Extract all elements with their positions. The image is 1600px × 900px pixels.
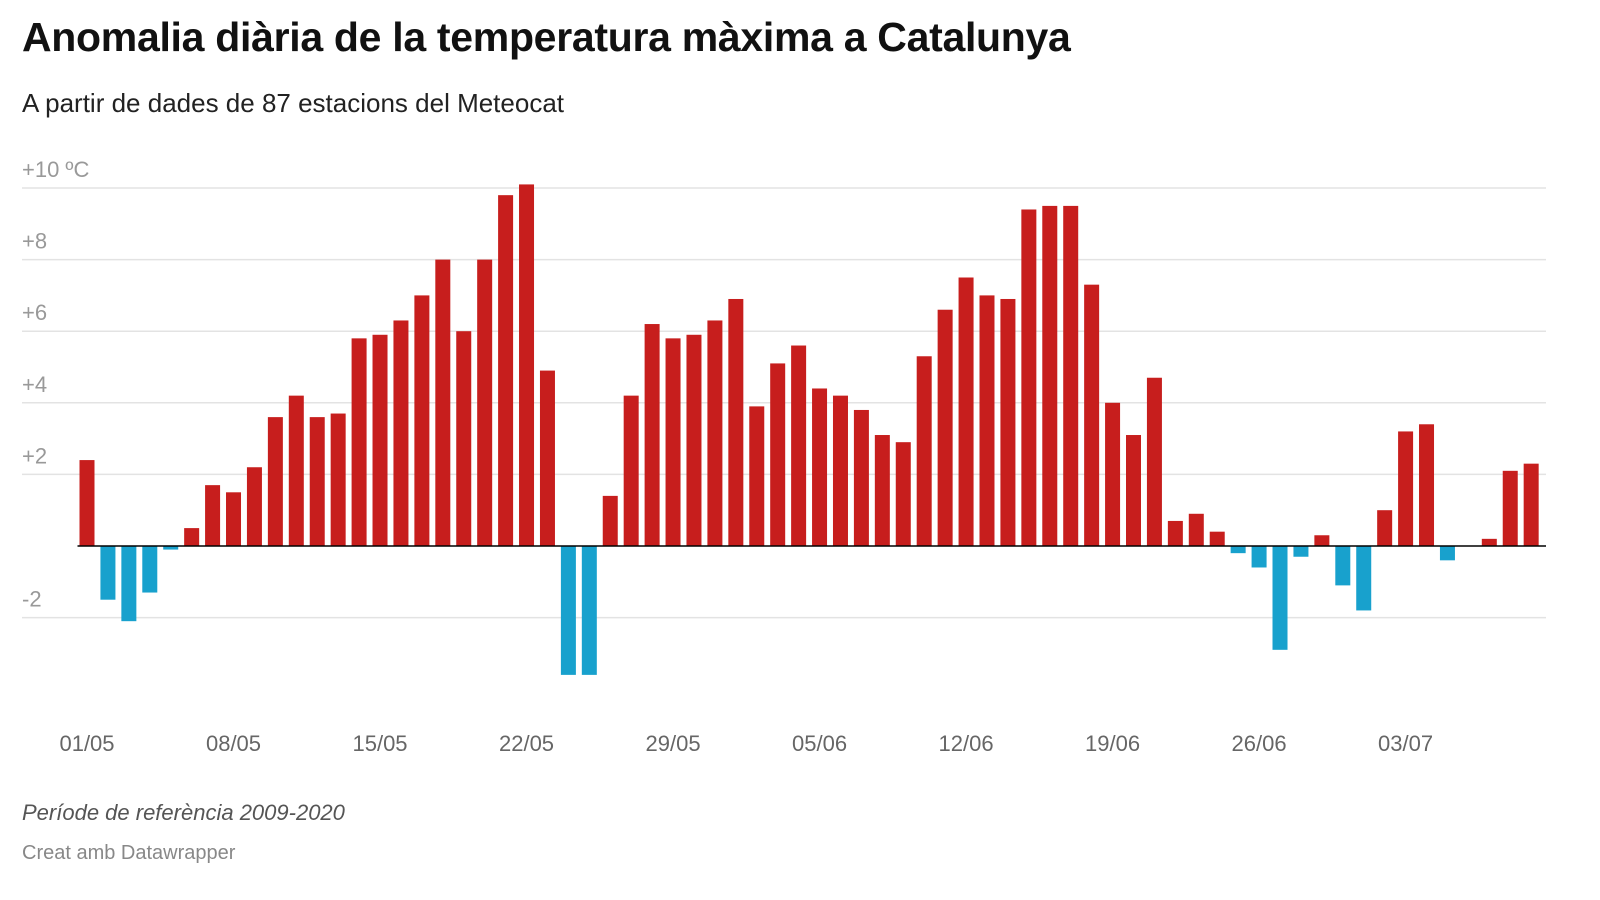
bar	[1502, 470, 1518, 546]
bar	[288, 395, 304, 546]
bar	[267, 417, 283, 546]
bar	[979, 295, 995, 546]
bar	[1523, 463, 1539, 546]
bar	[560, 546, 576, 675]
bar	[728, 298, 744, 546]
bar	[1272, 546, 1288, 650]
x-tick-label: 05/06	[792, 731, 847, 756]
y-tick-label: +4	[22, 372, 47, 397]
bar	[1481, 538, 1497, 546]
x-tick-label: 01/05	[59, 731, 114, 756]
y-tick-label: +8	[22, 229, 47, 254]
bar	[226, 492, 242, 546]
bar	[246, 467, 262, 546]
bar	[393, 320, 409, 546]
reference-note: Període de referència 2009-2020	[22, 800, 345, 825]
x-tick-label: 15/05	[352, 731, 407, 756]
bar	[1209, 531, 1225, 546]
x-tick-label: 22/05	[499, 731, 554, 756]
bar	[184, 528, 200, 546]
x-tick-label: 03/07	[1378, 731, 1433, 756]
bar	[1042, 205, 1058, 546]
bar	[1105, 402, 1121, 546]
bar	[1230, 546, 1246, 554]
x-tick-label: 26/06	[1232, 731, 1287, 756]
bar	[539, 370, 555, 546]
bar	[1419, 424, 1435, 546]
bar	[205, 485, 221, 546]
x-tick-label: 29/05	[646, 731, 701, 756]
bar	[351, 338, 367, 546]
bar	[832, 395, 848, 546]
x-tick-label: 08/05	[206, 731, 261, 756]
bar	[1377, 510, 1393, 546]
bar	[330, 413, 346, 546]
bar	[874, 435, 890, 546]
x-tick-label: 12/06	[939, 731, 994, 756]
y-tick-label: +2	[22, 443, 47, 468]
bar	[1251, 546, 1267, 568]
bar	[414, 295, 430, 546]
bar	[79, 460, 95, 546]
bar	[121, 546, 137, 622]
bar	[665, 338, 681, 546]
bar	[812, 388, 828, 546]
bar	[1293, 546, 1309, 557]
bar	[498, 195, 514, 546]
bar	[1084, 284, 1100, 546]
bar	[1188, 513, 1204, 546]
bar	[623, 395, 639, 546]
bar	[163, 546, 179, 550]
bar	[372, 334, 388, 546]
bar	[1439, 546, 1455, 561]
bar	[100, 546, 116, 600]
credit-link[interactable]: Creat amb Datawrapper	[22, 842, 236, 864]
bar	[1356, 546, 1372, 611]
x-tick-label: 19/06	[1085, 731, 1140, 756]
bar	[686, 334, 702, 546]
chart-subtitle: A partir de dades de 87 estacions del Me…	[22, 88, 565, 118]
bar	[853, 409, 869, 546]
bar	[1167, 520, 1183, 546]
y-tick-label: +10 ºC	[22, 157, 89, 182]
bar	[309, 417, 325, 546]
bar-chart: +10 ºC +8 +6 +4 +2 -2 01/05 08/05 15/05 22/05 29/0…	[22, 157, 1546, 756]
bar	[519, 184, 535, 547]
bar	[644, 324, 660, 546]
bar	[1314, 535, 1330, 546]
bar	[456, 331, 472, 546]
bar	[142, 546, 158, 593]
chart-title: Anomalia diària de la temperatura màxima…	[22, 14, 1071, 60]
bar	[602, 495, 618, 546]
bar	[1126, 435, 1141, 546]
y-tick-label: -2	[22, 587, 42, 612]
bar	[1000, 298, 1016, 546]
bar	[958, 277, 974, 546]
bar	[1398, 431, 1414, 546]
bar	[1146, 377, 1162, 546]
bar	[435, 259, 451, 546]
bar	[895, 442, 911, 546]
bar	[581, 546, 597, 675]
bar	[1063, 205, 1079, 546]
bar	[477, 259, 493, 546]
y-tick-label: +6	[22, 300, 47, 325]
bar	[1021, 209, 1037, 547]
bar	[707, 320, 723, 546]
bar	[937, 309, 953, 546]
bar	[770, 363, 786, 546]
bar	[749, 406, 765, 546]
bar	[1335, 546, 1351, 586]
bar	[916, 356, 932, 546]
bar	[791, 345, 807, 546]
